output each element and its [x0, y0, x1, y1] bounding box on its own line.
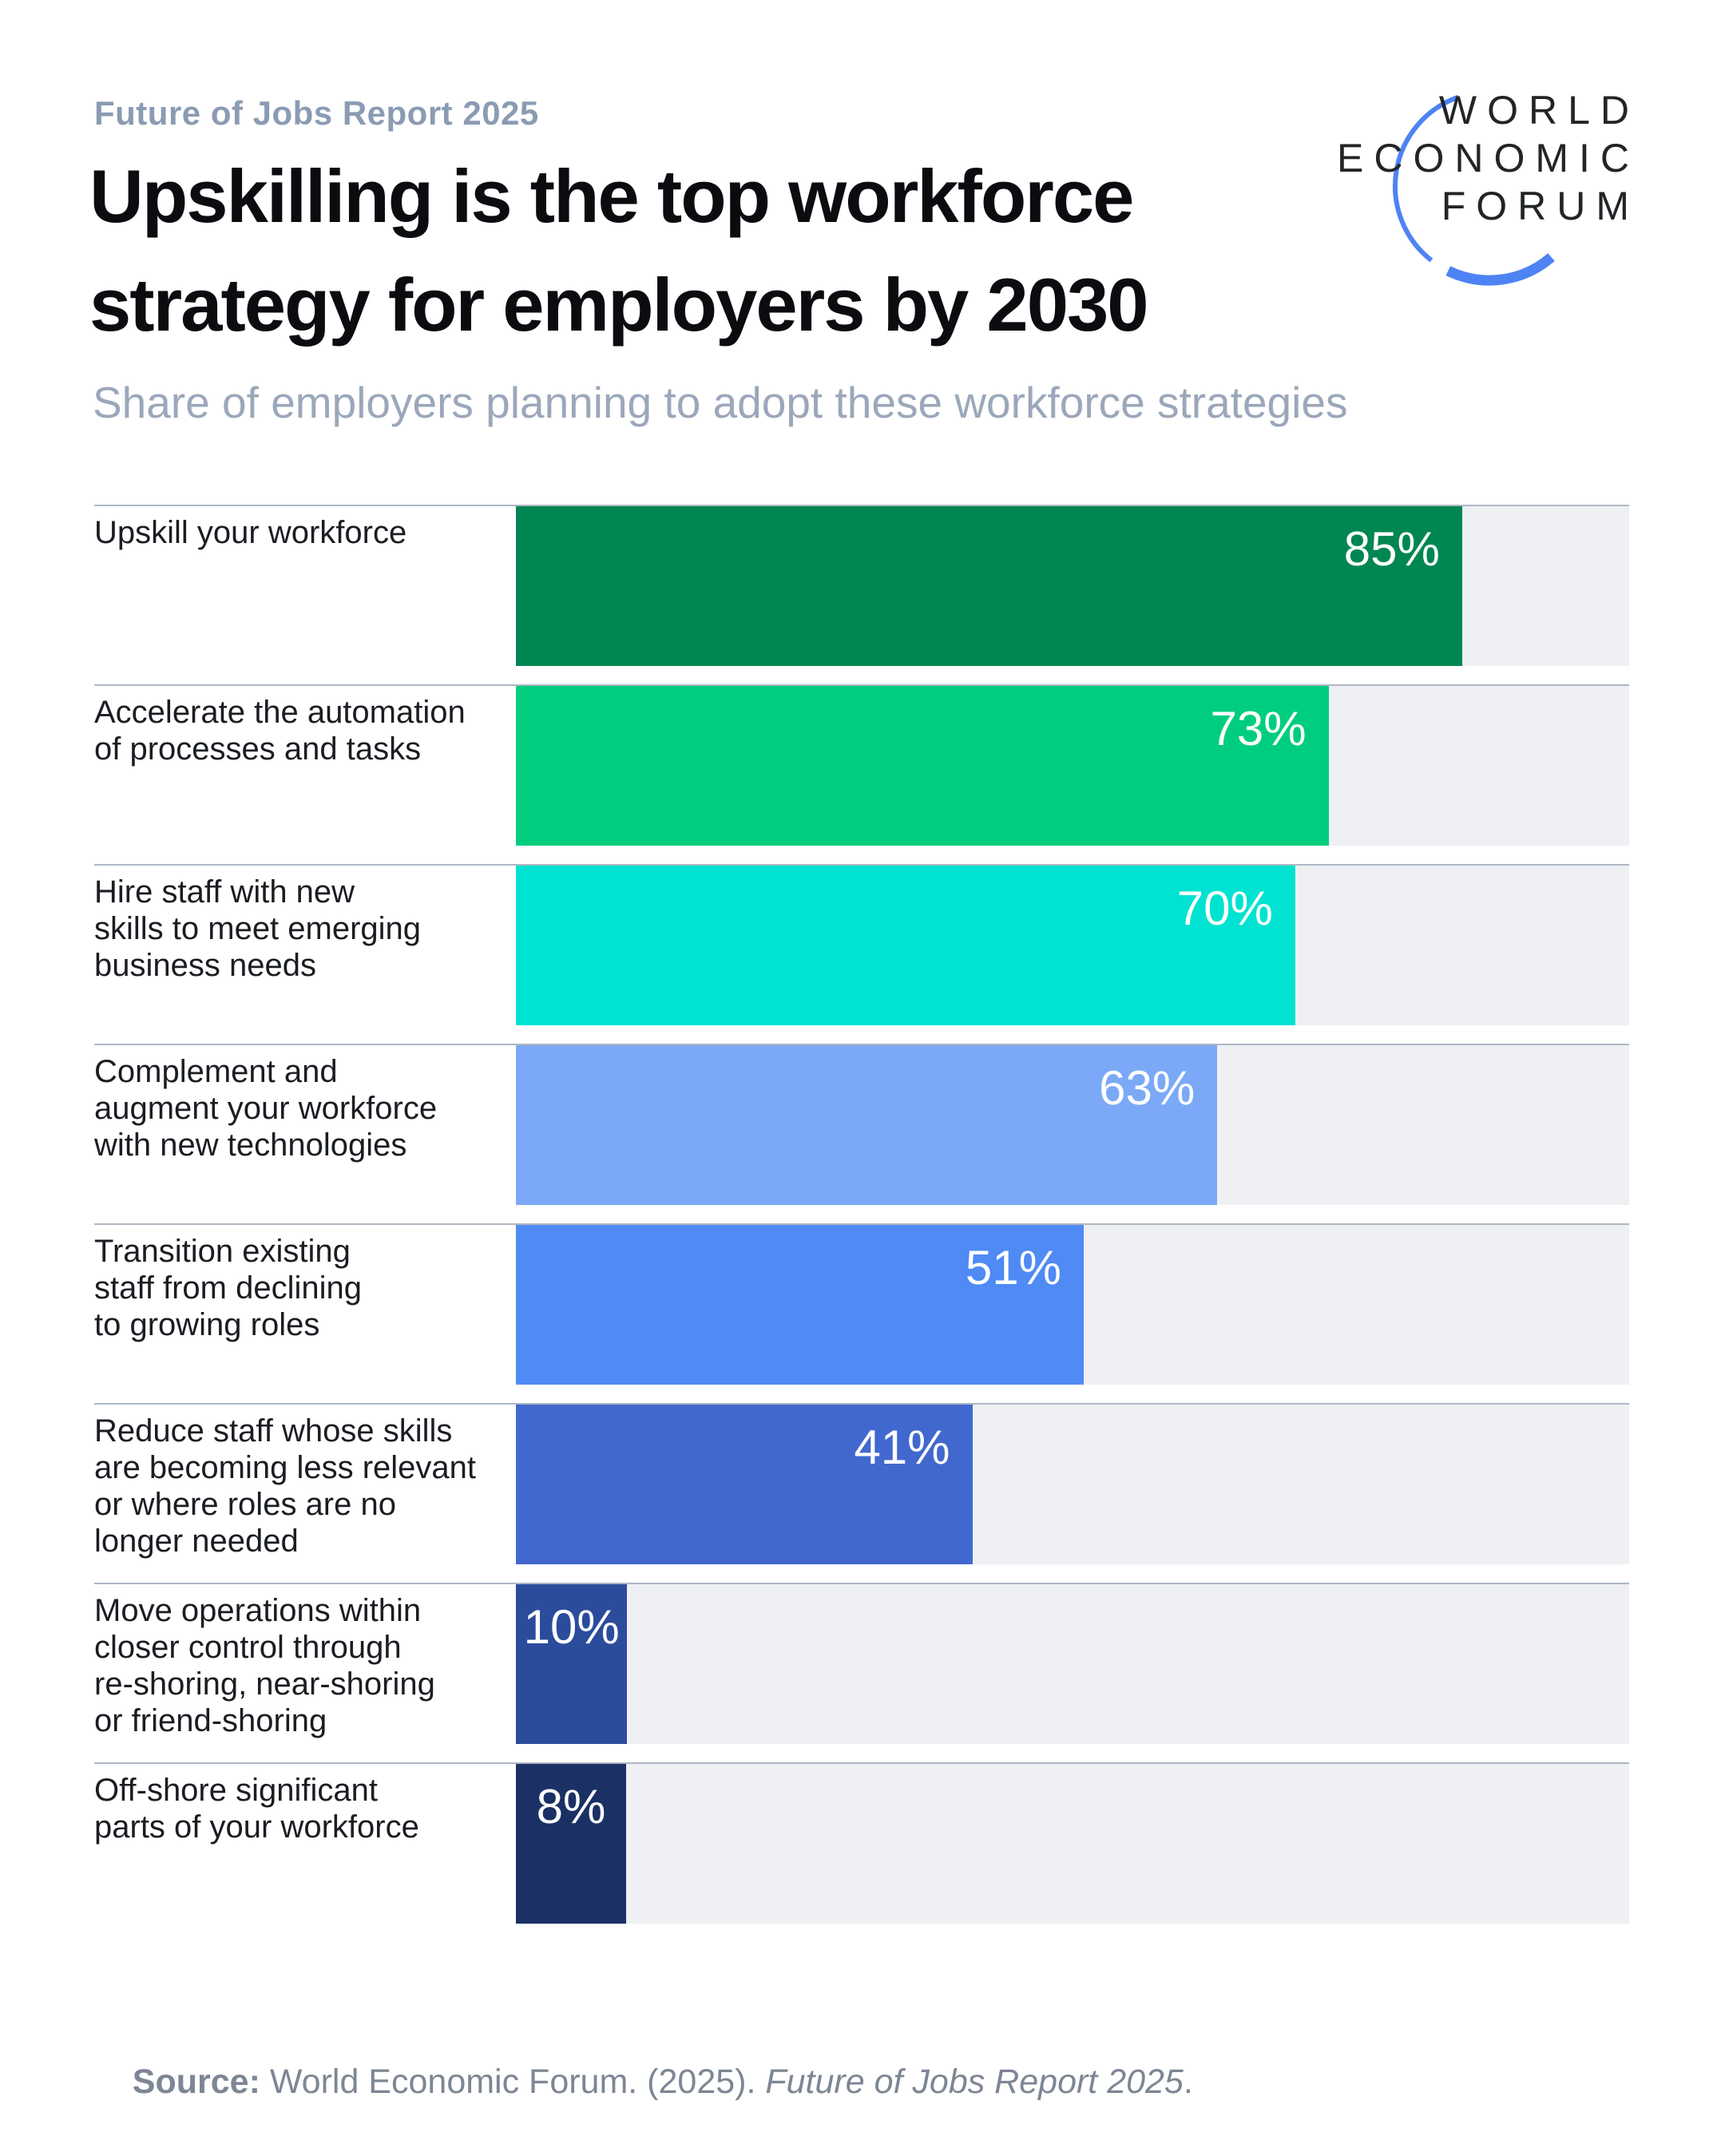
row-label: Move operations within closer control th…: [94, 1593, 435, 1738]
chart-row: Move operations within closer control th…: [94, 1583, 1629, 1762]
source-line: Source: World Economic Forum. (2025). Fu…: [94, 2023, 1193, 2141]
bar-track: 41%: [516, 1405, 1629, 1564]
bar-value: 85%: [1343, 522, 1440, 576]
bar: 85%: [516, 506, 1462, 666]
bar-track: 63%: [516, 1045, 1629, 1205]
chart-row: Reduce staff whose skills are becoming l…: [94, 1403, 1629, 1583]
row-label: Upskill your workforce: [94, 515, 407, 550]
bar-track: 10%: [516, 1584, 1629, 1744]
wef-logo-line-2: ECONOMIC: [1337, 136, 1640, 180]
row-label: Complement and augment your workforce wi…: [94, 1054, 438, 1163]
row-label: Reduce staff whose skills are becoming l…: [94, 1413, 477, 1559]
bar: 51%: [516, 1225, 1084, 1385]
bar-value: 63%: [1099, 1061, 1196, 1115]
bar: 73%: [516, 686, 1329, 846]
bar: 70%: [516, 866, 1295, 1025]
chart-row: Complement and augment your workforce wi…: [94, 1044, 1629, 1223]
bar-value: 10%: [523, 1600, 620, 1654]
bar-track: 8%: [516, 1764, 1629, 1924]
bar-track: 70%: [516, 866, 1629, 1025]
row-label: Hire staff with new skills to meet emerg…: [94, 874, 422, 983]
bar-value: 73%: [1210, 702, 1307, 755]
bar: 41%: [516, 1405, 973, 1564]
row-label: Off-shore significant parts of your work…: [94, 1773, 419, 1845]
bar: 8%: [516, 1764, 626, 1924]
report-label: Future of Jobs Report 2025: [94, 94, 539, 132]
source-report-name: Future of Jobs Report 2025: [765, 2063, 1184, 2101]
wef-logo-arc-icon: [1392, 94, 1555, 286]
bar-track: 85%: [516, 506, 1629, 666]
bar-value: 8%: [536, 1780, 606, 1833]
row-label: Accelerate the automation of processes a…: [94, 695, 466, 767]
wef-logo-line-3: FORUM: [1441, 184, 1640, 228]
row-label: Transition existing staff from declining…: [94, 1234, 362, 1342]
bar: 10%: [516, 1584, 628, 1744]
source-body: World Economic Forum. (2025).: [260, 2063, 766, 2101]
wef-logo: WORLD ECONOMIC FORUM: [1214, 48, 1629, 367]
bar-value: 51%: [965, 1241, 1061, 1294]
chart-row: Upskill your workforce 85%: [94, 505, 1629, 684]
wef-logo-line-1: WORLD: [1438, 88, 1640, 133]
chart-row: Hire staff with new skills to meet emerg…: [94, 864, 1629, 1044]
bar-value: 41%: [854, 1421, 950, 1474]
page-title: Upskilling is the top workforce strategy…: [89, 154, 1149, 347]
source-prefix: Source:: [132, 2063, 260, 2101]
chart-row: Off-shore significant parts of your work…: [94, 1762, 1629, 1942]
bar-chart: Upskill your workforce 85% Accelerate th…: [94, 505, 1629, 1942]
bar-value: 70%: [1176, 882, 1273, 935]
chart-subtitle: Share of employers planning to adopt the…: [93, 378, 1348, 427]
chart-row: Transition existing staff from declining…: [94, 1223, 1629, 1403]
bar-track: 73%: [516, 686, 1629, 846]
bar: 63%: [516, 1045, 1218, 1205]
source-suffix: .: [1183, 2063, 1193, 2101]
bar-track: 51%: [516, 1225, 1629, 1385]
chart-row: Accelerate the automation of processes a…: [94, 684, 1629, 864]
wef-logo-text: WORLD ECONOMIC FORUM: [1337, 86, 1640, 230]
